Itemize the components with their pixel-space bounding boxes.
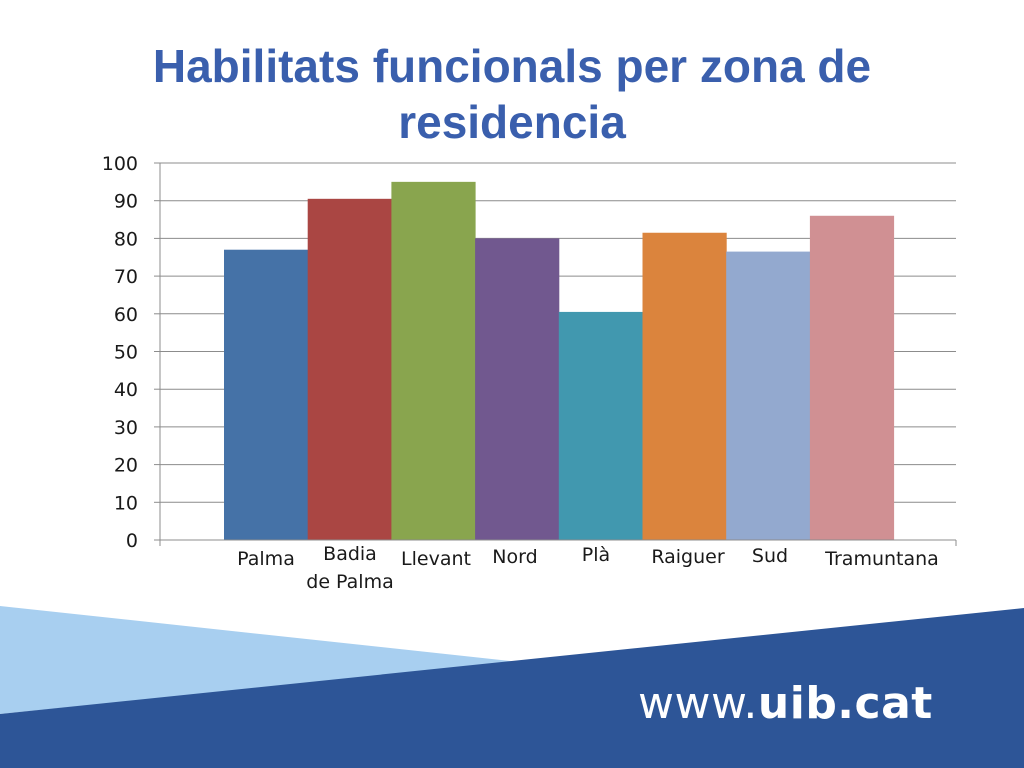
- footer-url-domain: uib.cat: [757, 678, 933, 729]
- chart-axes: [159, 163, 957, 546]
- y-tick-label: 20: [114, 455, 138, 477]
- x-category-label-line: Llevant: [401, 548, 471, 570]
- x-category-label: Raiguer: [651, 546, 724, 568]
- y-axis-tick-labels: 0 10 20 30 40 50 60 70 80 90 100: [102, 153, 160, 552]
- y-tick-label: 70: [114, 266, 138, 288]
- x-category-label-line: Palma: [237, 548, 295, 570]
- footer-url-prefix: www.: [638, 678, 758, 729]
- footer-website-link[interactable]: www.uib.cat: [638, 676, 933, 732]
- x-category-label-line: Nord: [492, 546, 537, 568]
- bar-sud: [726, 251, 811, 540]
- x-category-label-line: de Palma: [306, 571, 393, 593]
- bar-nord: [475, 238, 560, 540]
- x-category-label-line: Tramuntana: [824, 548, 939, 570]
- y-tick-label: 50: [114, 342, 138, 364]
- y-tick-label: 90: [114, 191, 138, 213]
- x-category-label: Nord: [492, 546, 537, 568]
- y-tick-label: 30: [114, 417, 138, 439]
- y-tick-label: 60: [114, 304, 138, 326]
- bar-raiguer: [642, 232, 727, 540]
- chart-bars: [224, 181, 895, 540]
- x-category-label-line: Badia: [323, 543, 377, 565]
- footer-dark-band: [0, 608, 1024, 768]
- bar-palma: [224, 249, 309, 540]
- x-category-label: Sud: [752, 545, 788, 567]
- bar-tramuntana: [809, 215, 895, 540]
- x-category-label: Badia de Palma: [306, 543, 393, 593]
- x-category-label: Plà: [582, 544, 610, 566]
- y-tick-label: 80: [114, 228, 138, 250]
- x-category-label-line: Plà: [582, 544, 610, 566]
- x-category-label: Tramuntana: [824, 548, 939, 570]
- bar-badia-de-palma: [307, 198, 392, 540]
- y-tick-label: 100: [102, 153, 138, 175]
- x-category-label: Llevant: [401, 548, 471, 570]
- slide-title: Habilitats funcionals per zona de reside…: [152, 40, 872, 148]
- x-category-label-line: Sud: [752, 545, 788, 567]
- x-axis-category-labels: Palma Badia de Palma Llevant Nord Plà Raiguer S…: [237, 543, 939, 593]
- footer-light-band: [0, 606, 520, 714]
- x-category-label: Palma: [237, 548, 295, 570]
- y-tick-label: 40: [114, 379, 138, 401]
- y-tick-label: 10: [114, 492, 138, 514]
- bar-pl-: [558, 311, 643, 540]
- bar-llevant: [391, 181, 476, 540]
- y-tick-label: 0: [126, 530, 138, 552]
- x-category-label-line: Raiguer: [651, 546, 724, 568]
